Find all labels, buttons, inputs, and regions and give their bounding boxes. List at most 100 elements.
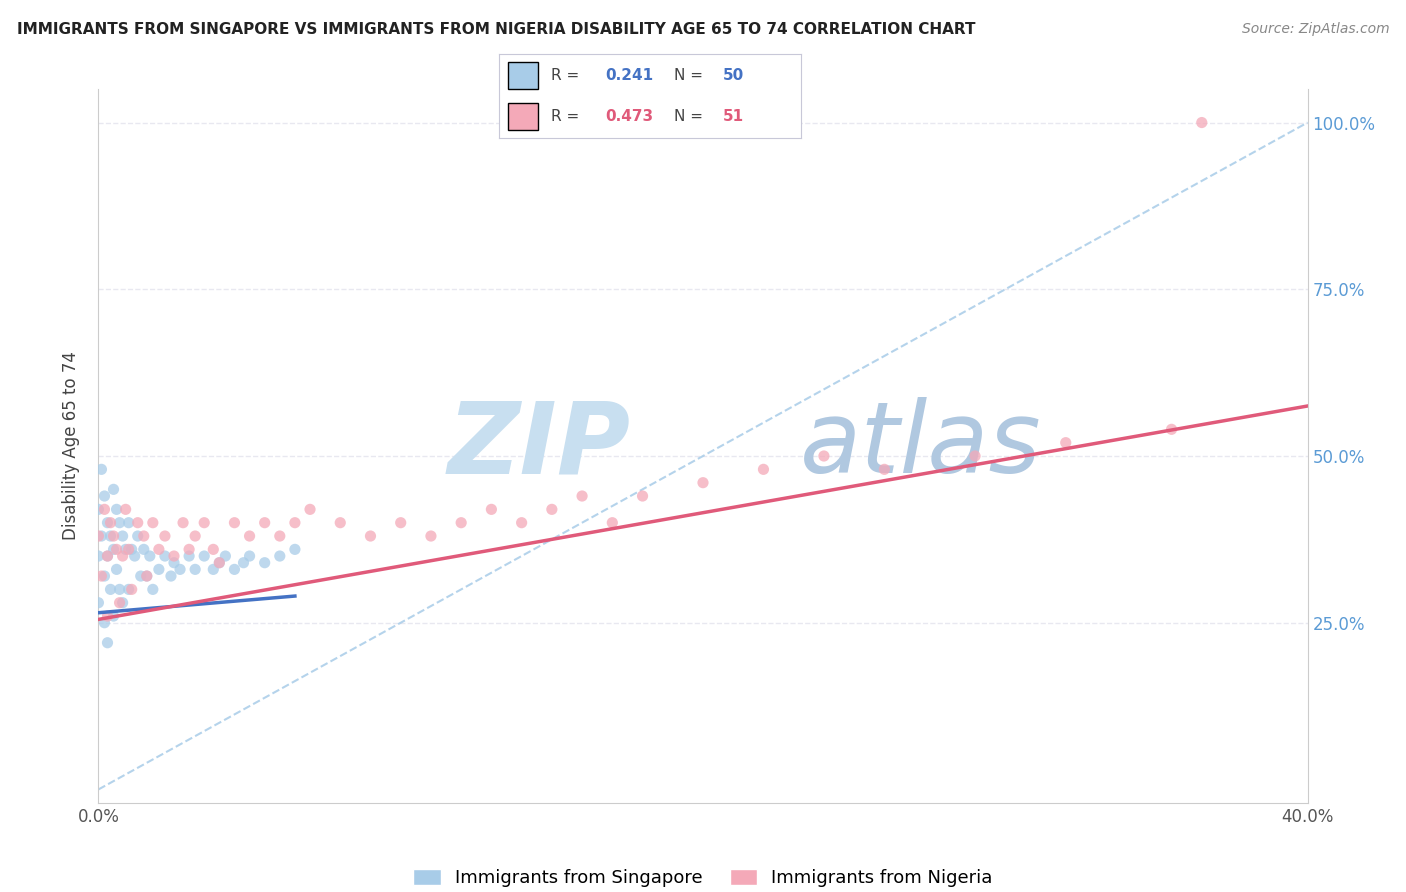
Point [193, 516, 215, 530]
Point [100, 529, 122, 543]
Point [103, 542, 125, 557]
Point [111, 529, 134, 543]
Point [90, 462, 112, 476]
Point [93, 489, 115, 503]
Text: atlas: atlas [800, 398, 1042, 494]
Point [87, 549, 110, 563]
Point [114, 502, 136, 516]
Point [965, 449, 987, 463]
Point [108, 516, 131, 530]
Text: R =: R = [551, 68, 579, 83]
Point [96, 636, 118, 650]
Y-axis label: Disability Age 65 to 74: Disability Age 65 to 74 [62, 351, 80, 541]
Point [631, 489, 654, 503]
Point [172, 516, 194, 530]
Point [96, 549, 118, 563]
Point [100, 516, 122, 530]
Legend: Immigrants from Singapore, Immigrants from Nigeria: Immigrants from Singapore, Immigrants fr… [406, 862, 1000, 892]
Point [179, 549, 201, 563]
Point [103, 529, 125, 543]
Point [96, 549, 118, 563]
FancyBboxPatch shape [508, 103, 538, 130]
Point [389, 516, 412, 530]
Point [214, 549, 236, 563]
Point [124, 549, 146, 563]
Point [540, 502, 562, 516]
Point [105, 542, 128, 557]
Point [118, 582, 141, 597]
Point [571, 489, 593, 503]
Point [105, 502, 128, 516]
Point [202, 562, 225, 576]
Point [232, 556, 254, 570]
Point [96, 609, 118, 624]
Text: 50: 50 [723, 68, 744, 83]
Point [153, 549, 176, 563]
Point [224, 516, 246, 530]
Point [90, 529, 112, 543]
Point [813, 449, 835, 463]
Point [100, 582, 122, 597]
Point [450, 516, 472, 530]
Point [510, 516, 533, 530]
Point [139, 549, 162, 563]
Point [163, 556, 186, 570]
Point [692, 475, 714, 490]
Text: 0.473: 0.473 [605, 109, 652, 124]
FancyBboxPatch shape [508, 62, 538, 89]
Point [111, 549, 134, 563]
Point [153, 529, 176, 543]
Text: IMMIGRANTS FROM SINGAPORE VS IMMIGRANTS FROM NIGERIA DISABILITY AGE 65 TO 74 COR: IMMIGRANTS FROM SINGAPORE VS IMMIGRANTS … [17, 22, 976, 37]
Point [118, 516, 141, 530]
Point [873, 462, 896, 476]
Point [93, 615, 115, 630]
Point [103, 483, 125, 497]
Text: R =: R = [551, 109, 579, 124]
Point [135, 569, 157, 583]
Point [90, 569, 112, 583]
Point [132, 542, 155, 557]
Point [93, 569, 115, 583]
Point [87, 502, 110, 516]
Point [184, 529, 207, 543]
Point [127, 516, 149, 530]
Point [752, 462, 775, 476]
Point [193, 549, 215, 563]
Point [253, 516, 276, 530]
Point [103, 609, 125, 624]
Point [299, 502, 322, 516]
Point [105, 562, 128, 576]
Text: 51: 51 [723, 109, 744, 124]
Point [114, 542, 136, 557]
Point [1160, 422, 1182, 436]
Point [602, 516, 624, 530]
Point [108, 596, 131, 610]
Point [1191, 115, 1213, 129]
Point [284, 516, 307, 530]
Point [142, 516, 165, 530]
Text: N =: N = [675, 68, 703, 83]
Point [96, 516, 118, 530]
Point [121, 542, 143, 557]
Point [129, 569, 152, 583]
Point [253, 556, 276, 570]
Point [87, 596, 110, 610]
Point [269, 529, 291, 543]
Text: ZIP: ZIP [447, 398, 630, 494]
Point [269, 549, 291, 563]
Point [148, 562, 170, 576]
Point [239, 549, 262, 563]
Point [111, 596, 134, 610]
Point [239, 529, 262, 543]
Point [135, 569, 157, 583]
Point [208, 556, 231, 570]
Point [329, 516, 352, 530]
Point [108, 582, 131, 597]
Point [420, 529, 443, 543]
Point [179, 542, 201, 557]
Point [121, 582, 143, 597]
Point [127, 529, 149, 543]
Point [202, 542, 225, 557]
Point [93, 502, 115, 516]
Point [360, 529, 382, 543]
